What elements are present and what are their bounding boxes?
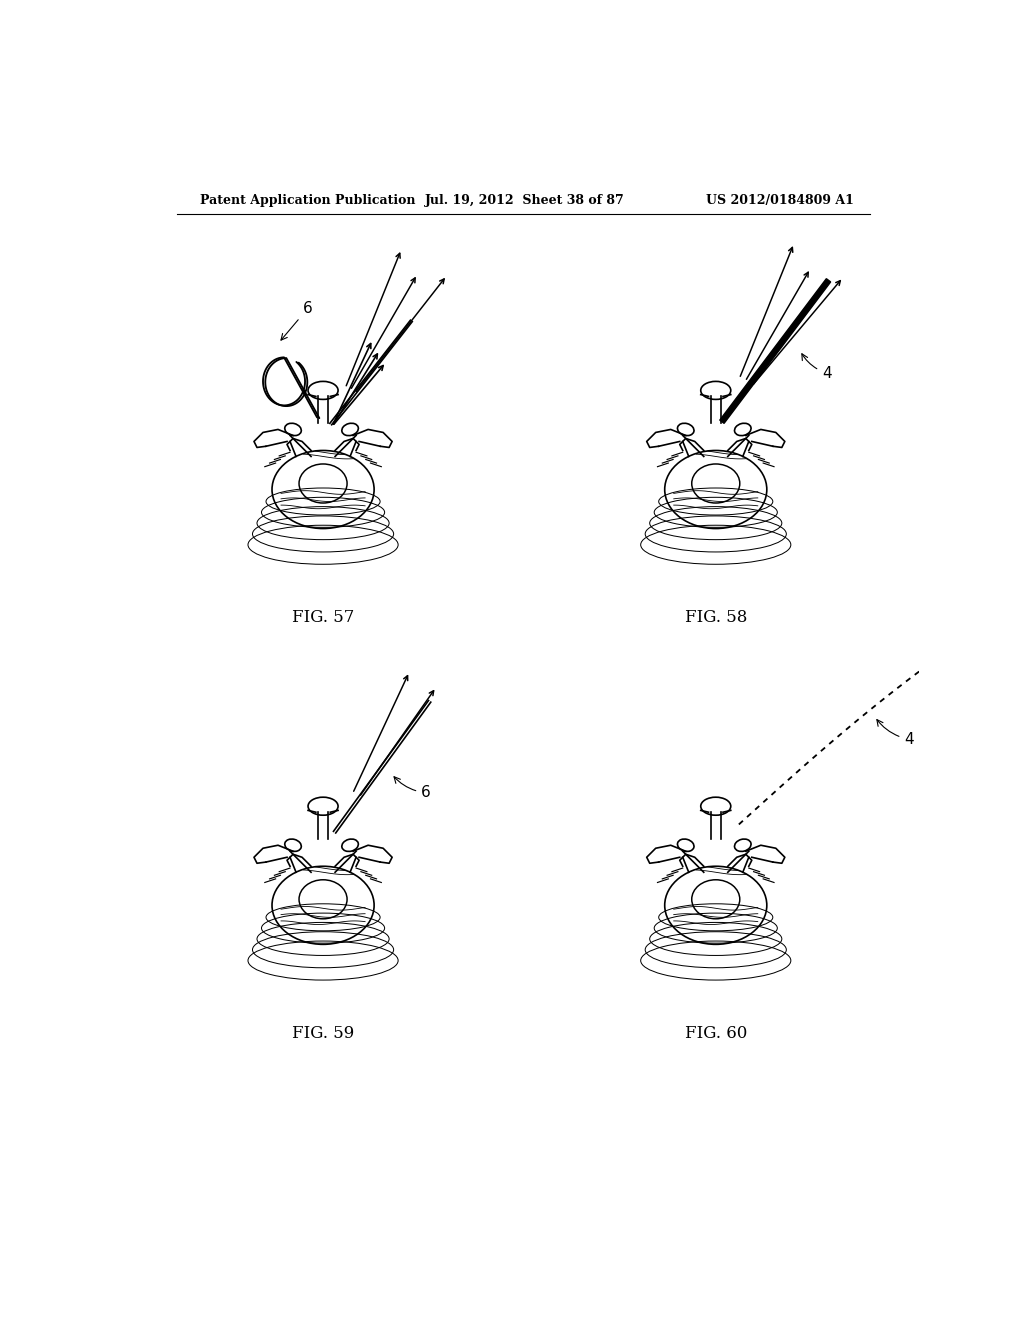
Ellipse shape bbox=[678, 424, 694, 436]
Text: US 2012/0184809 A1: US 2012/0184809 A1 bbox=[707, 194, 854, 207]
Text: FIG. 58: FIG. 58 bbox=[685, 609, 746, 626]
Text: 4: 4 bbox=[877, 719, 914, 747]
Ellipse shape bbox=[285, 424, 301, 436]
Ellipse shape bbox=[342, 424, 358, 436]
Text: FIG. 60: FIG. 60 bbox=[685, 1024, 746, 1041]
Ellipse shape bbox=[678, 840, 694, 851]
Ellipse shape bbox=[700, 797, 731, 816]
Ellipse shape bbox=[308, 381, 338, 400]
Ellipse shape bbox=[700, 381, 731, 400]
Ellipse shape bbox=[285, 840, 301, 851]
Text: 4: 4 bbox=[802, 354, 831, 381]
Polygon shape bbox=[720, 279, 830, 424]
Ellipse shape bbox=[734, 840, 751, 851]
Text: FIG. 59: FIG. 59 bbox=[292, 1024, 354, 1041]
Ellipse shape bbox=[734, 424, 751, 436]
Ellipse shape bbox=[342, 840, 358, 851]
Text: Jul. 19, 2012  Sheet 38 of 87: Jul. 19, 2012 Sheet 38 of 87 bbox=[425, 194, 625, 207]
Text: FIG. 57: FIG. 57 bbox=[292, 609, 354, 626]
Text: 6: 6 bbox=[394, 776, 431, 800]
Text: 6: 6 bbox=[281, 301, 312, 341]
Ellipse shape bbox=[308, 797, 338, 816]
Text: Patent Application Publication: Patent Application Publication bbox=[200, 194, 416, 207]
